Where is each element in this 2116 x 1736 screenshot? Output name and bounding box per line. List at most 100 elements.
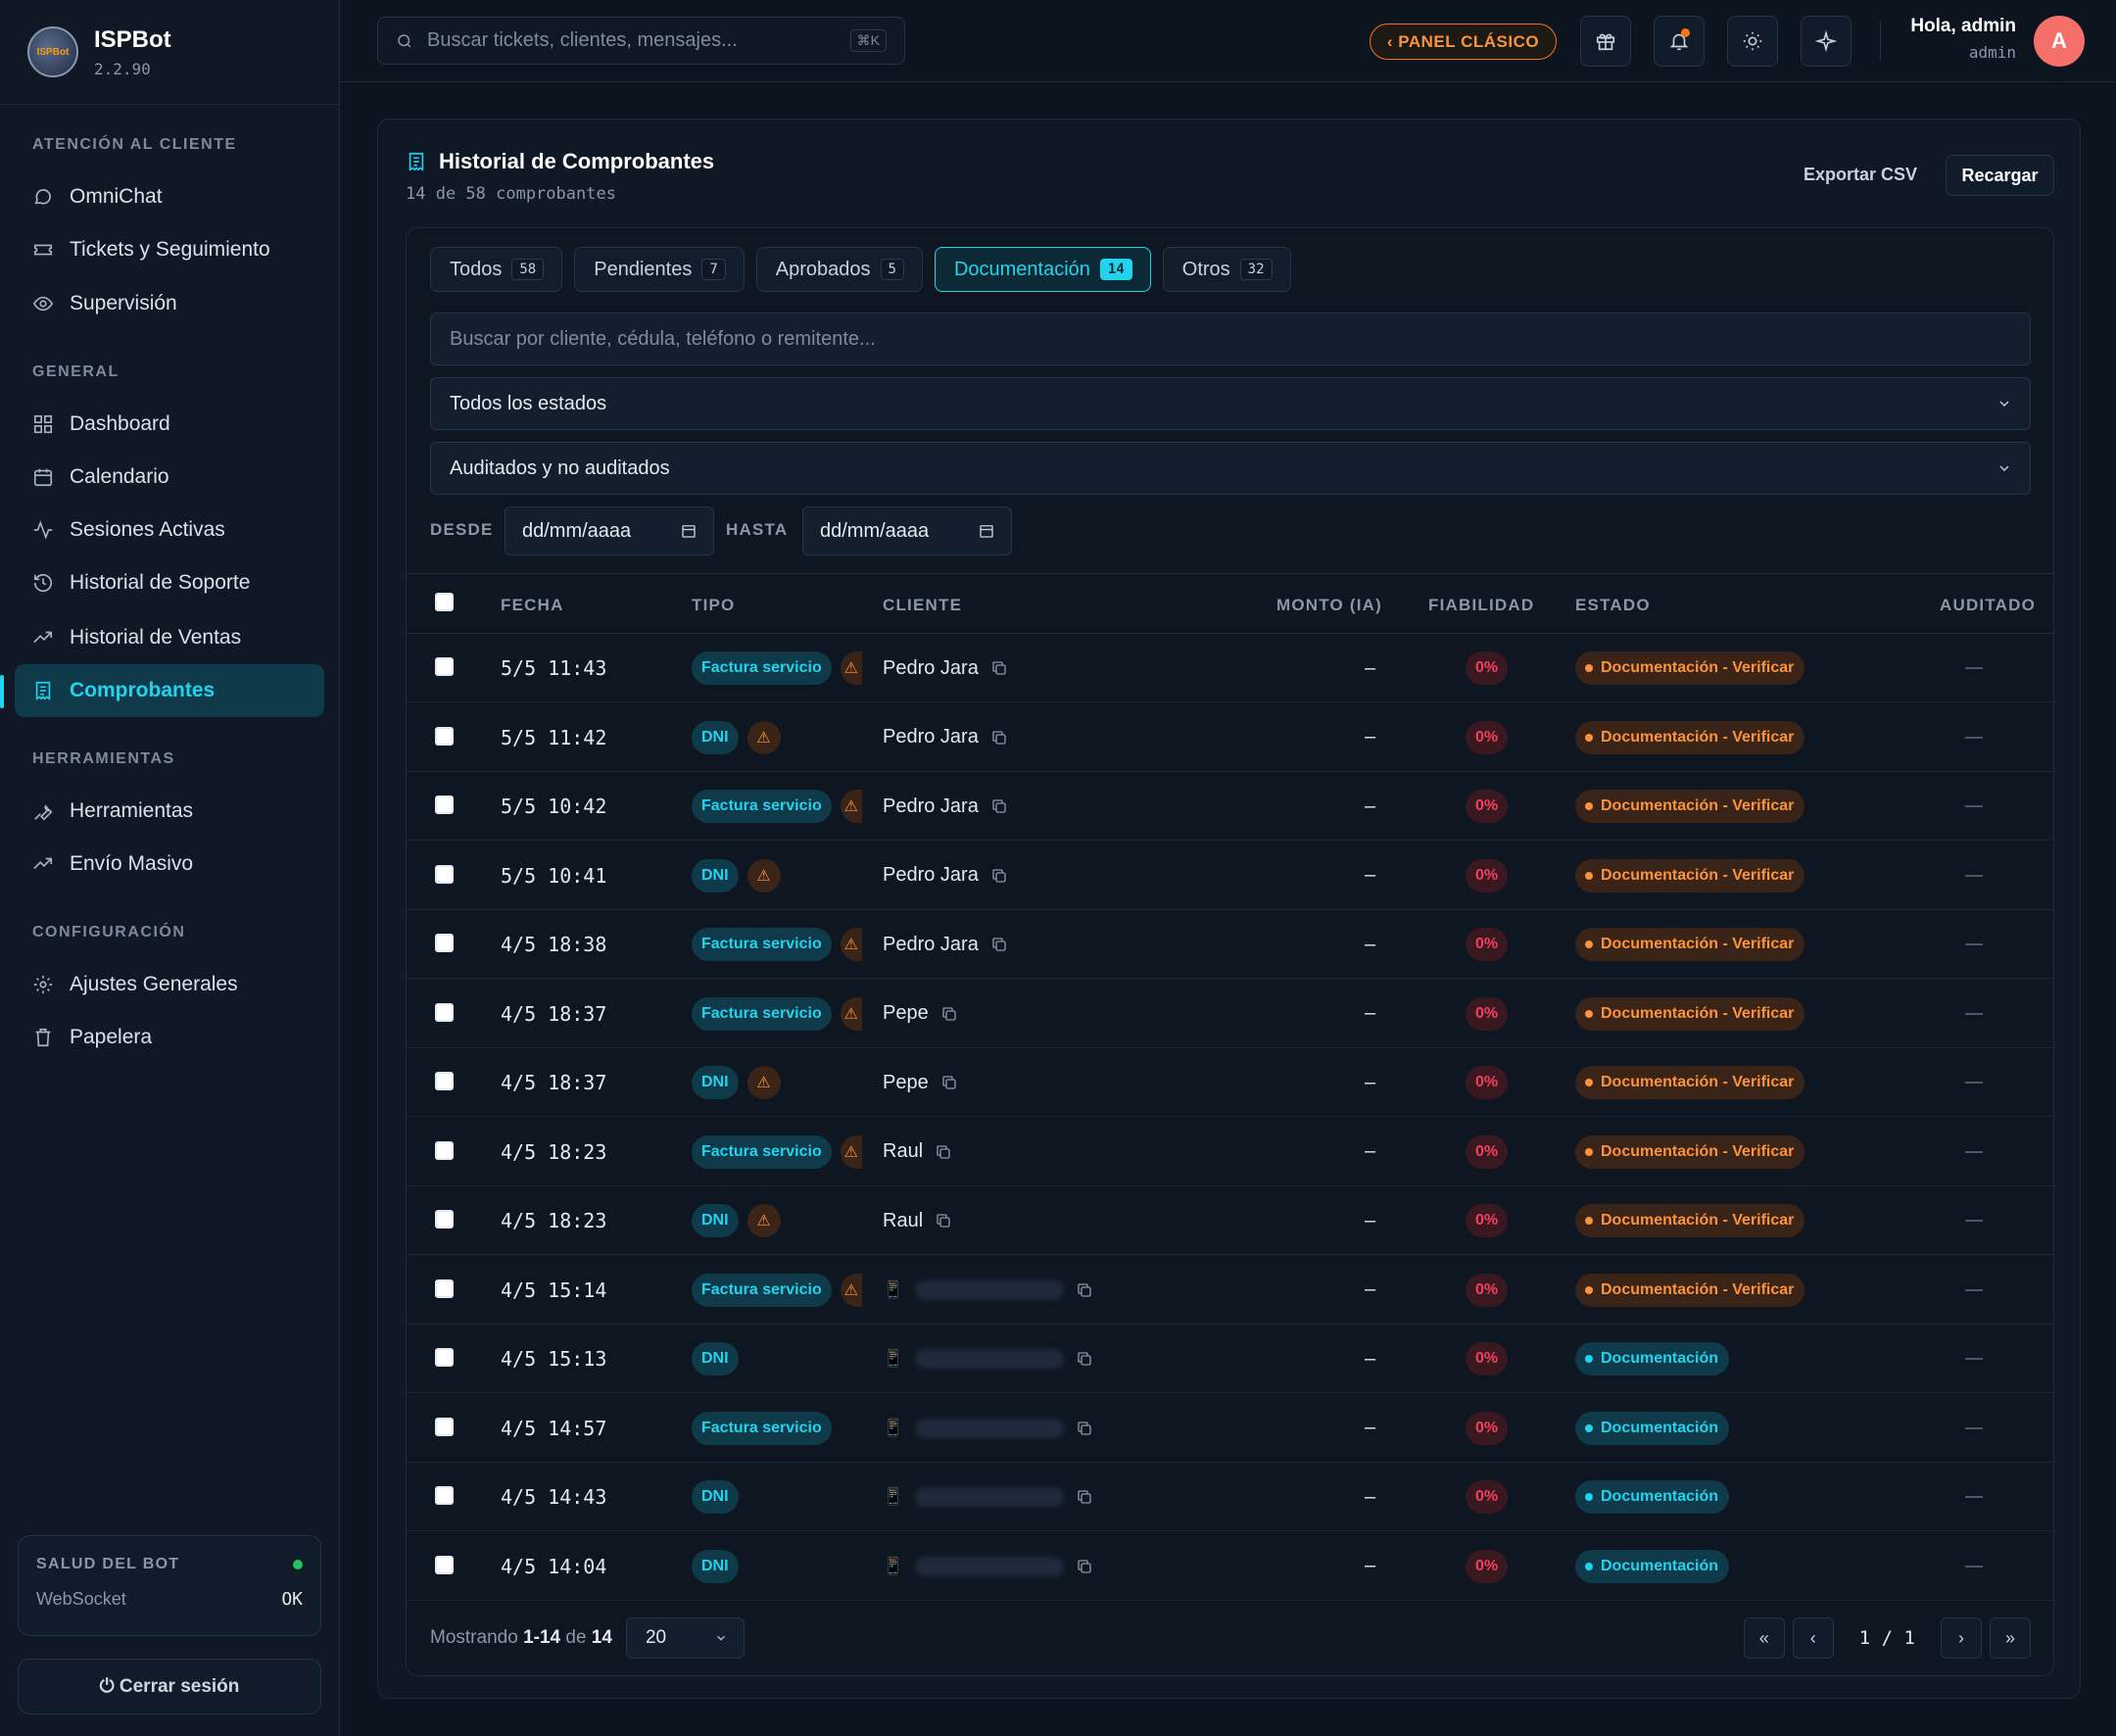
per-page-select[interactable]: 20 — [625, 1617, 745, 1659]
column-tipo[interactable]: TIPO — [692, 596, 736, 614]
warning-icon: ⚠ — [840, 1273, 862, 1307]
avatar[interactable]: A — [2034, 16, 2085, 67]
copy-icon[interactable] — [935, 1143, 952, 1161]
table-row[interactable]: 4/5 18:37 DNI ⚠ Pepe –0% Documentación - Veri… — [407, 1048, 2055, 1117]
copy-icon[interactable] — [940, 1074, 958, 1091]
copy-icon[interactable] — [990, 797, 1008, 815]
classic-panel-button[interactable]: ‹ PANEL CLÁSICO — [1370, 24, 1557, 60]
row-fecha: 4/5 14:04 — [501, 1554, 607, 1578]
app-logo[interactable]: ISPBot — [27, 26, 78, 77]
status-select[interactable]: Todos los estados — [430, 377, 2031, 430]
row-tipo-cell: Factura servicio ⚠ — [692, 980, 878, 1048]
table-row[interactable]: 4/5 14:43 DNI 📱 – 0% Documentación — [407, 1463, 2055, 1531]
sidebar-item-calendario[interactable]: Calendario — [15, 451, 324, 504]
table-row[interactable]: 5/5 11:42 DNI ⚠ Pedro Jara –0% Documentación … — [407, 703, 2055, 772]
select-all-checkbox[interactable] — [435, 593, 454, 611]
column-cliente[interactable]: CLIENTE — [883, 596, 963, 614]
sidebar-item-historial-ventas[interactable]: Historial de Ventas — [15, 611, 324, 664]
row-checkbox[interactable] — [435, 934, 454, 952]
ai-assistant-button[interactable] — [1801, 16, 1852, 67]
logout-button[interactable]: ⏻ Cerrar sesión — [18, 1659, 321, 1714]
gift-button[interactable] — [1580, 16, 1631, 67]
status-dot — [1585, 1423, 1593, 1432]
row-checkbox[interactable] — [435, 1072, 454, 1090]
table-row[interactable]: 4/5 15:13 DNI 📱 – 0% Documentación — [407, 1325, 2055, 1393]
sidebar-item-envio-masivo[interactable]: Envío Masivo — [15, 838, 324, 891]
copy-icon[interactable] — [990, 867, 1008, 885]
table-row[interactable]: 4/5 15:14 Factura servicio ⚠ 📱 –0% Documentac… — [407, 1256, 2055, 1325]
audit-select[interactable]: Auditados y no auditados — [430, 442, 2031, 495]
tab-aprobados[interactable]: Aprobados 5 — [755, 247, 923, 292]
row-checkbox[interactable] — [435, 1486, 454, 1505]
row-checkbox[interactable] — [435, 1002, 454, 1022]
copy-icon[interactable] — [940, 1005, 958, 1023]
next-page-button[interactable]: › — [1941, 1617, 1982, 1659]
sidebar-item-papelera[interactable]: Papelera — [15, 1011, 324, 1064]
tab-otros[interactable]: Otros 32 — [1162, 247, 1291, 292]
copy-icon[interactable] — [1076, 1281, 1093, 1299]
copy-icon[interactable] — [1076, 1558, 1093, 1575]
row-checkbox[interactable] — [435, 1278, 454, 1298]
copy-icon[interactable] — [990, 729, 1008, 747]
sidebar-item-supervision[interactable]: Supervisión — [15, 277, 324, 330]
sidebar-item-tickets[interactable]: Tickets y Seguimiento — [15, 223, 324, 276]
row-checkbox[interactable] — [435, 1417, 454, 1436]
row-fiabilidad-cell: 0% — [1466, 842, 1509, 910]
row-auditado — [1965, 980, 1983, 1048]
column-fiabilidad[interactable]: FIABILIDAD — [1428, 596, 1535, 614]
row-checkbox[interactable] — [435, 1140, 454, 1160]
table-row[interactable]: 5/5 11:43 Factura servicio ⚠ Pedro Jara –0% D… — [407, 634, 2055, 702]
row-checkbox[interactable] — [435, 864, 454, 884]
sidebar-item-dashboard[interactable]: Dashboard — [15, 398, 324, 451]
row-checkbox[interactable] — [435, 1555, 454, 1574]
first-page-button[interactable]: « — [1743, 1617, 1785, 1659]
last-page-button[interactable]: » — [1990, 1617, 2031, 1659]
row-fiabilidad-cell: 0% — [1466, 703, 1509, 772]
tab-todos[interactable]: Todos 58 — [430, 247, 563, 292]
date-from-input[interactable]: dd/mm/aaaa — [505, 506, 714, 555]
date-to-input[interactable]: dd/mm/aaaa — [802, 506, 1012, 555]
copy-icon[interactable] — [1076, 1488, 1093, 1506]
global-search-input[interactable]: Buscar tickets, clientes, mensajes... ⌘K — [377, 17, 905, 65]
export-csv-button[interactable]: Exportar CSV — [1803, 165, 1917, 184]
notifications-button[interactable] — [1654, 16, 1705, 67]
sidebar-item-comprobantes[interactable]: Comprobantes — [15, 664, 324, 717]
copy-icon[interactable] — [1076, 1420, 1093, 1437]
prev-page-button[interactable]: ‹ — [1792, 1617, 1834, 1659]
filter-search-input[interactable]: Buscar por cliente, cédula, teléfono o r… — [430, 313, 2031, 365]
table-row[interactable]: 4/5 18:38 Factura servicio ⚠ Pedro Jara –0% D… — [407, 910, 2055, 979]
sidebar-item-historial-soporte[interactable]: Historial de Soporte — [15, 556, 324, 609]
copy-icon[interactable] — [1076, 1350, 1093, 1368]
column-estado[interactable]: ESTADO — [1575, 596, 1651, 614]
copy-icon[interactable] — [990, 659, 1008, 677]
status-dot — [1585, 871, 1593, 880]
column-auditado[interactable]: AUDITADO — [1940, 596, 2037, 614]
table-row[interactable]: 4/5 18:23 Factura servicio ⚠ Raul –0% Documen… — [407, 1118, 2055, 1186]
copy-icon[interactable] — [935, 1212, 952, 1230]
row-cliente: Pepe — [883, 1071, 929, 1093]
tab-documentacion[interactable]: Documentación 14 — [934, 247, 1151, 292]
row-checkbox[interactable] — [435, 726, 454, 746]
row-cliente-cell: 📱 — [883, 1394, 1093, 1463]
table-row[interactable]: 4/5 18:23 DNI ⚠ Raul –0% Documentación - Veri… — [407, 1186, 2055, 1255]
row-checkbox[interactable] — [435, 657, 454, 676]
table-row[interactable]: 4/5 18:37 Factura servicio ⚠ Pepe –0% Documen… — [407, 980, 2055, 1048]
row-checkbox[interactable] — [435, 796, 454, 814]
theme-toggle-button[interactable] — [1727, 16, 1778, 67]
sidebar-item-sesiones[interactable]: Sesiones Activas — [15, 504, 324, 556]
table-row[interactable]: 5/5 10:42 Factura servicio ⚠ Pedro Jara –0% D… — [407, 772, 2055, 841]
table-row[interactable]: 4/5 14:57 Factura servicio 📱 – 0% Documentaci… — [407, 1394, 2055, 1463]
sidebar-item-omnichat[interactable]: OmniChat — [15, 170, 324, 223]
reload-button[interactable]: Recargar — [1946, 155, 2054, 196]
sidebar-item-ajustes[interactable]: Ajustes Generales — [15, 958, 324, 1011]
copy-icon[interactable] — [990, 936, 1008, 953]
table-row[interactable]: 4/5 14:04 DNI 📱 – 0% Documentación — [407, 1532, 2055, 1601]
table-row[interactable]: 5/5 10:41 DNI ⚠ Pedro Jara –0% Documentación … — [407, 842, 2055, 910]
column-monto[interactable]: MONTO (IA) — [1276, 596, 1383, 614]
row-checkbox[interactable] — [435, 1348, 454, 1367]
sidebar-item-herramientas[interactable]: Herramientas — [15, 785, 324, 838]
row-fecha: 4/5 18:37 — [501, 1001, 607, 1026]
tab-pendientes[interactable]: Pendientes 7 — [574, 247, 745, 292]
row-checkbox[interactable] — [435, 1210, 454, 1229]
column-fecha[interactable]: FECHA — [501, 596, 564, 614]
